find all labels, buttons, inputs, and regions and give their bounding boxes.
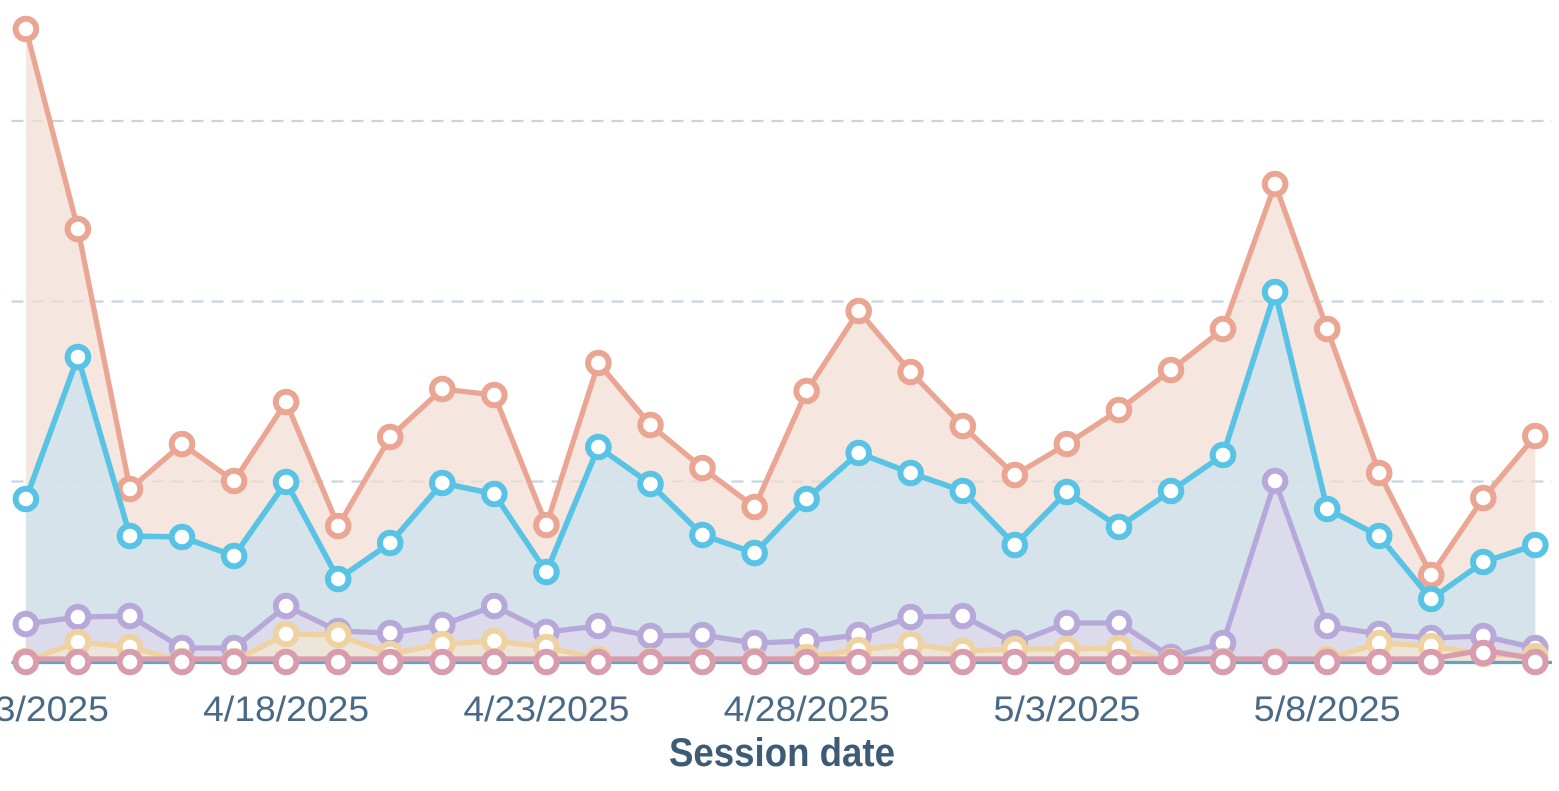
svg-text:4/28/2025: 4/28/2025 [724, 690, 890, 729]
svg-text:Session date: Session date [669, 731, 895, 775]
svg-text:4/13/2025: 4/13/2025 [0, 690, 109, 729]
svg-text:5/8/2025: 5/8/2025 [1254, 690, 1401, 729]
svg-text:4/18/2025: 4/18/2025 [203, 690, 369, 729]
svg-text:4/23/2025: 4/23/2025 [463, 690, 629, 729]
svg-text:5/3/2025: 5/3/2025 [993, 690, 1140, 729]
